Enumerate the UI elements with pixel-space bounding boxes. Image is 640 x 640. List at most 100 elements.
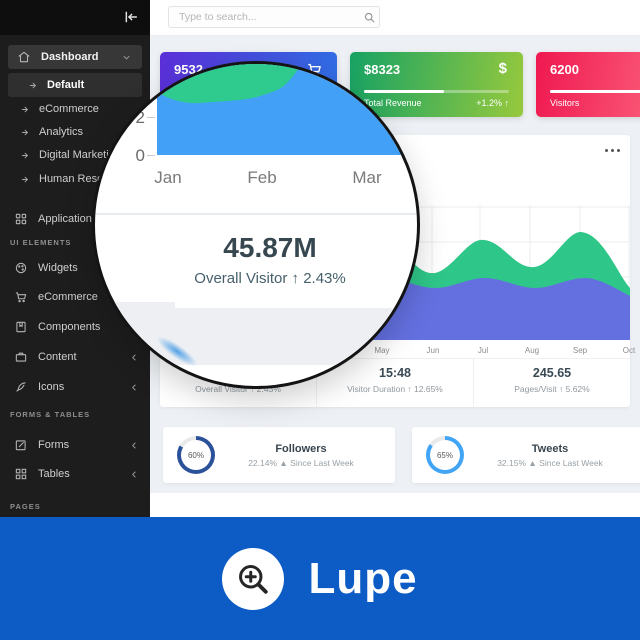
sidebar-item-label: Dashboard	[41, 51, 99, 63]
arrow-right-icon	[28, 80, 39, 91]
magnified-stat-value: 45.87M	[223, 232, 317, 263]
magnified-stat-label: Overall Visitor ↑ 2.43%	[194, 270, 346, 287]
sidebar-section-forms-tables: FORMS & TABLES	[10, 409, 91, 419]
x-tick: Sep	[572, 346, 588, 355]
banner-title: Lupe	[308, 553, 418, 603]
sidebar-item-default[interactable]: Default	[8, 73, 142, 97]
bookmark-box-icon	[14, 320, 28, 334]
sidebar-item-forms[interactable]: Forms	[0, 433, 150, 457]
chevron-left-icon	[129, 440, 140, 451]
stat-card-visitors: 6200 Visitors	[536, 52, 640, 117]
stat-delta: +1.2% ↑	[476, 98, 509, 108]
sidebar-item-label: Forms	[38, 439, 70, 451]
sidebar-item-label: Application	[38, 213, 92, 225]
chevron-down-icon	[121, 52, 132, 63]
magnified-y-tick: 2	[135, 108, 145, 127]
tweets-donut: 65%	[426, 436, 464, 474]
home-icon	[17, 50, 31, 64]
table-grid-icon	[14, 467, 28, 481]
sidebar-item-tables[interactable]: Tables	[0, 462, 150, 486]
x-tick: Aug	[524, 346, 540, 355]
sidebar-item-label: Content	[38, 351, 77, 363]
social-title: Tweets	[531, 442, 569, 455]
sidebar-item-label: Default	[47, 79, 85, 91]
stat-label: Pages/Visit ↑ 5.62%	[514, 384, 590, 394]
sidebar-item-application[interactable]: Application	[0, 207, 150, 231]
sidebar-item-dashboard[interactable]: Dashboard	[8, 45, 142, 69]
progress-fill	[550, 90, 640, 93]
stat-label: Visitors	[550, 98, 580, 108]
sidebar-item-analytics[interactable]: Analytics	[0, 120, 150, 144]
briefcase-icon	[14, 350, 28, 364]
sidebar-item-label: Analytics	[39, 126, 84, 138]
stat-pages-visit: 245.65 Pages/Visit ↑ 5.62%	[473, 359, 630, 407]
sidebar-item-label: eCommerce	[38, 291, 98, 303]
sidebar-item-ecommerce[interactable]: eCommerce	[0, 285, 150, 309]
zoom-in-icon	[239, 564, 269, 594]
chevron-left-icon	[129, 382, 140, 393]
sidebar-item-digital-marketing[interactable]: Digital Marketing	[0, 143, 150, 167]
arrow-right-icon	[20, 127, 31, 138]
sidebar-header	[0, 0, 150, 35]
sidebar-item-label: Widgets	[38, 262, 78, 274]
dollar-icon: $	[498, 60, 507, 77]
tweets-card: 65% Tweets 32.15% ▲ Since Last Week	[412, 427, 640, 483]
magnifier-lens: 2 0 Jan Feb Mar 45.87M Overall Visitor ↑…	[92, 61, 420, 389]
stat-label: Visitor Duration ↑ 12.65%	[347, 384, 443, 394]
chevron-left-icon	[129, 469, 140, 480]
stat-value: 245.65	[532, 366, 572, 380]
progress-track	[550, 90, 640, 93]
tick-mark	[147, 155, 155, 156]
social-subtitle: 22.14% ▲ Since Last Week	[248, 457, 354, 468]
magnified-card-corner	[95, 302, 175, 308]
search-input[interactable]	[168, 6, 380, 28]
sidebar-section-pages: PAGES	[10, 501, 41, 511]
followers-card: 60% Followers 22.14% ▲ Since Last Week	[163, 427, 395, 483]
sidebar-item-components[interactable]: Components	[0, 315, 150, 339]
magnified-divider	[95, 213, 417, 215]
stat-value: 6200	[550, 62, 579, 77]
sidebar-item-label: Tables	[38, 468, 70, 480]
sidebar-section-ui-elements: UI ELEMENTS	[10, 237, 72, 247]
arrow-right-icon	[20, 104, 31, 115]
magnified-x-tick: Jan	[154, 168, 182, 187]
content-bottom-strip	[150, 493, 640, 517]
lupe-banner: Lupe	[0, 517, 640, 640]
sidebar-collapse-icon[interactable]	[123, 9, 139, 25]
stat-label: Overall Visitor ↑ 2.43%	[195, 384, 281, 394]
followers-donut: 60%	[177, 436, 215, 474]
arrow-right-icon	[20, 174, 31, 185]
stat-visitor-duration: 15:48 Visitor Duration ↑ 12.65%	[316, 359, 473, 407]
x-tick: Jun	[426, 346, 440, 355]
magnified-y-tick: 0	[135, 146, 145, 165]
sidebar-item-ecommerce-sub[interactable]: eCommerce	[0, 97, 150, 121]
social-title: Followers	[275, 442, 327, 455]
sidebar-item-label: Components	[38, 321, 101, 333]
cart-icon	[14, 290, 28, 304]
sidebar-item-icons[interactable]: Icons	[0, 375, 150, 399]
top-header	[150, 0, 640, 36]
banner-logo-circle	[222, 547, 285, 610]
x-tick: Jul	[477, 346, 489, 355]
sidebar-item-label: eCommerce	[39, 103, 99, 115]
sidebar-item-label: Digital Marketing	[39, 149, 121, 161]
magnified-x-tick: Mar	[352, 168, 382, 187]
stat-value: 15:48	[379, 366, 411, 380]
search-icon[interactable]	[363, 11, 376, 24]
card-menu-icon[interactable]	[605, 149, 620, 152]
magnified-chart-green-area	[157, 64, 301, 104]
feather-icon	[14, 380, 28, 394]
magnified-page-gap	[95, 308, 417, 365]
arrow-right-icon	[20, 150, 31, 161]
palette-icon	[14, 261, 28, 275]
magnified-x-tick: Feb	[247, 168, 277, 187]
sidebar-item-label: Icons	[38, 381, 65, 393]
edit-square-icon	[14, 438, 28, 452]
sidebar-item-widgets[interactable]: Widgets	[0, 256, 150, 280]
grid-icon	[14, 212, 28, 226]
social-subtitle: 32.15% ▲ Since Last Week	[497, 457, 603, 468]
donut-percent: 60%	[181, 440, 211, 470]
donut-percent: 65%	[430, 440, 460, 470]
x-tick: Oct	[622, 346, 636, 355]
